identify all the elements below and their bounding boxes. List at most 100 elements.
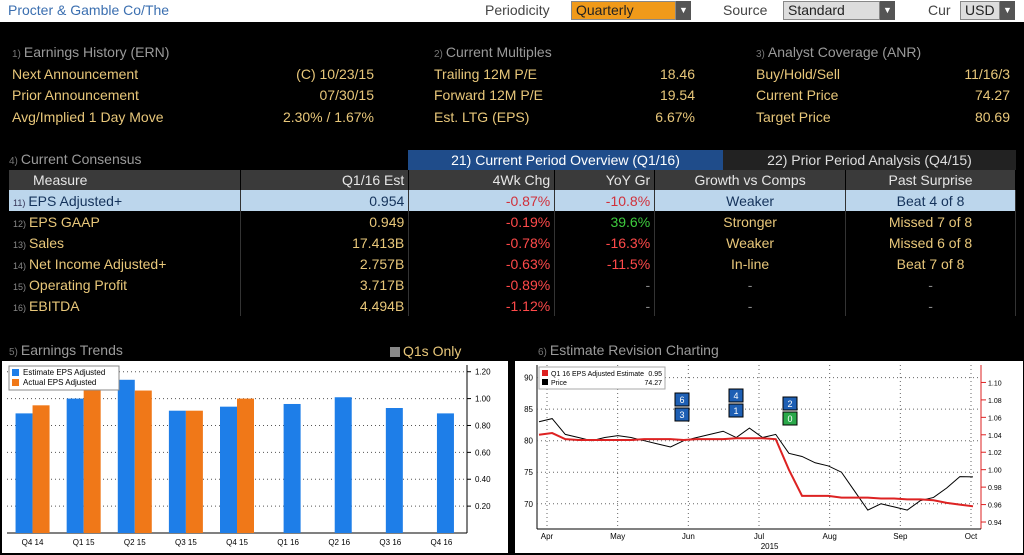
x-tick-label: Q2 15 <box>124 538 146 547</box>
bar-estimate <box>66 398 84 533</box>
right-tick-label: 1.00 <box>988 468 1002 475</box>
revision-up-count: 6 <box>679 395 684 405</box>
est-cell: 4.494B <box>359 297 405 314</box>
x-tick-label: Jul <box>754 532 764 541</box>
table-row[interactable]: 14) Net Income Adjusted+ 2.757B -0.63% -11.5… <box>9 253 1016 274</box>
company-name: Procter & Gamble Co/The <box>8 2 170 18</box>
comps-cell: - <box>747 276 753 293</box>
section-label: Current Consensus <box>20 151 142 167</box>
earnings-trends-title[interactable]: 5) Earnings Trends <box>9 342 123 358</box>
bar-estimate <box>436 413 454 533</box>
revision-down-count: 1 <box>733 406 738 416</box>
revision-down-box <box>728 403 744 418</box>
top-bar: Procter & Gamble Co/The Periodicity Quar… <box>0 0 1024 22</box>
row-number: 15) <box>13 281 27 292</box>
prior-announcement-value: 07/30/15 <box>319 87 375 103</box>
col-growth-vs-comps[interactable]: Growth vs Comps <box>654 170 847 190</box>
currency-select[interactable]: USD <box>960 1 1000 20</box>
current-multiples-title[interactable]: 2) Current Multiples <box>434 44 552 60</box>
x-year-label: 2015 <box>761 542 779 551</box>
right-tick-label: 1.02 <box>988 450 1002 457</box>
forward-pe-value: 19.54 <box>659 87 695 103</box>
currency-dropdown-arrow-icon[interactable]: ▼ <box>1000 1 1015 20</box>
forward-pe-label: Forward 12M P/E <box>434 87 543 103</box>
q1s-only-toggle[interactable]: Q1s Only <box>390 343 461 359</box>
estimate-revision-chart: 70 75 80 85 90 0.94 0.96 0.98 1.00 1.02 1.04 1.06 1.… <box>515 361 1023 553</box>
table-row[interactable]: 16) EBITDA 4.494B -1.12% - - - <box>9 295 1016 316</box>
x-tick-label: Q4 15 <box>226 538 248 547</box>
earnings-trends-chart: 0.20 0.40 0.60 0.80 1.00 1.20 Q4 14 Q1 15 Q2 15 Q… <box>2 361 508 553</box>
measure-cell: EPS GAAP <box>29 213 100 230</box>
ltg-value: 6.67% <box>655 109 695 125</box>
estimate-revision-title[interactable]: 6) Estimate Revision Charting <box>538 342 719 358</box>
right-tick-label: 1.06 <box>988 415 1002 422</box>
section-label: Earnings Trends <box>20 342 123 358</box>
revision-up-box <box>674 392 690 407</box>
surprise-cell: - <box>928 276 933 293</box>
col-measure[interactable]: Measure <box>9 170 242 190</box>
right-tick-label: 0.94 <box>988 520 1002 527</box>
x-tick-label: May <box>610 532 625 541</box>
earnings-history-title[interactable]: 1) Earnings History (ERN) <box>12 44 169 60</box>
periodicity-select[interactable]: Quarterly <box>571 1 676 20</box>
checkbox-icon <box>390 347 400 357</box>
col-yoy-gr[interactable]: YoY Gr <box>554 170 656 190</box>
est-cell: 2.757B <box>359 255 405 272</box>
revision-box: 63 <box>674 392 690 422</box>
section-number: 3) <box>756 49 765 60</box>
col-4wk-chg[interactable]: 4Wk Chg <box>408 170 556 190</box>
bar-actual <box>134 390 152 533</box>
col-past-surprise[interactable]: Past Surprise <box>845 170 1016 190</box>
revision-down-count: 3 <box>679 410 684 420</box>
source-dropdown-arrow-icon[interactable]: ▼ <box>880 1 895 20</box>
table-row[interactable]: 11) EPS Adjusted+ 0.954 -0.87% -10.8% Weaker B… <box>9 190 1016 211</box>
legend-box <box>8 365 120 391</box>
tab-prior-period-analysis[interactable]: 22) Prior Period Analysis (Q4/15) <box>723 150 1016 170</box>
next-announcement-label: Next Announcement <box>12 66 139 82</box>
current-price-label: Current Price <box>756 87 839 103</box>
table-row[interactable]: 13) Sales 17.413B -0.78% -16.3% Weaker Missed … <box>9 232 1016 253</box>
est-cell: 0.954 <box>369 192 405 209</box>
section-label: Earnings History (ERN) <box>23 44 170 60</box>
legend-label-actual: Actual EPS Adjusted <box>23 378 96 387</box>
est-cell: 17.413B <box>352 234 405 251</box>
y-tick-label: 1.00 <box>475 395 491 404</box>
tab-current-period-overview[interactable]: 21) Current Period Overview (Q1/16) <box>408 150 723 170</box>
source-select[interactable]: Standard <box>783 1 880 20</box>
section-label: Current Multiples <box>445 44 552 60</box>
left-tick-label: 85 <box>524 405 533 414</box>
legend-value-revision: 0.95 <box>648 371 662 378</box>
x-tick-label: Apr <box>541 532 554 541</box>
q1s-only-label: Q1s Only <box>403 343 462 359</box>
yoy-cell: -11.5% <box>606 255 651 272</box>
revision-box: 41 <box>728 388 744 418</box>
table-header-row: Measure Q1/16 Est 4Wk Chg YoY Gr Growth … <box>9 170 1016 190</box>
section-label: Analyst Coverage (ANR) <box>767 44 922 60</box>
table-row[interactable]: 15) Operating Profit 3.717B -0.89% - - - <box>9 274 1016 295</box>
y-tick-label: 0.40 <box>475 475 491 484</box>
comps-cell: In-line <box>731 255 770 272</box>
yoy-cell: - <box>645 276 651 293</box>
surprise-cell: Missed 7 of 8 <box>888 213 973 230</box>
prior-announcement-label: Prior Announcement <box>12 87 139 103</box>
chg-cell: -1.12% <box>505 297 551 314</box>
periodicity-dropdown-arrow-icon[interactable]: ▼ <box>676 1 691 20</box>
col-est[interactable]: Q1/16 Est <box>240 170 410 190</box>
legend-label-price: Price <box>551 380 567 387</box>
revision-up-box <box>782 396 798 411</box>
avg-move-value: 2.30% / 1.67% <box>282 109 374 125</box>
analyst-coverage-title[interactable]: 3) Analyst Coverage (ANR) <box>756 44 921 60</box>
next-announcement-value: (C) 10/23/15 <box>296 66 374 82</box>
surprise-cell: Beat 4 of 8 <box>896 192 965 209</box>
x-tick-label: Aug <box>823 532 837 541</box>
right-tick-label: 0.96 <box>988 503 1002 510</box>
legend-label-revision: Q1 16 EPS Adjusted Estimate <box>551 371 644 378</box>
x-tick-label: Q1 15 <box>73 538 95 547</box>
right-tick-label: 0.98 <box>988 485 1002 492</box>
table-row[interactable]: 12) EPS GAAP 0.949 -0.19% 39.6% Stronger Misse… <box>9 211 1016 232</box>
revision-up-box <box>728 388 744 403</box>
revision-down-box <box>782 411 798 426</box>
comps-cell: Stronger <box>723 213 777 230</box>
section-label: Estimate Revision Charting <box>549 342 719 358</box>
